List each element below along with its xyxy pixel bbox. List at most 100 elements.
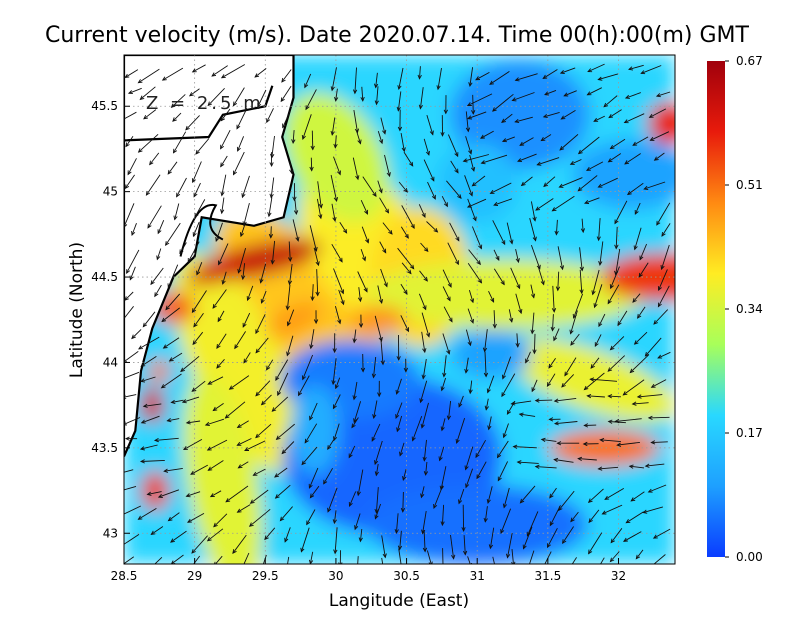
velocity-arrow xyxy=(274,467,288,478)
velocity-arrow xyxy=(179,242,187,255)
velocity-arrow xyxy=(505,533,513,559)
velocity-arrow xyxy=(553,421,578,426)
velocity-arrow xyxy=(374,503,382,520)
velocity-arrow xyxy=(639,243,648,261)
x-tick-label: 29 xyxy=(187,569,202,583)
velocity-arrow xyxy=(493,249,500,261)
velocity-arrow xyxy=(331,203,337,223)
y-tick-label: 45.5 xyxy=(91,99,118,113)
velocity-arrow xyxy=(192,331,204,346)
velocity-arrow xyxy=(593,284,603,309)
velocity-arrow xyxy=(577,136,600,155)
velocity-arrow xyxy=(636,394,663,399)
velocity-arrow xyxy=(546,373,556,387)
velocity-arrow xyxy=(358,314,364,329)
velocity-arrow xyxy=(462,154,490,163)
velocity-arrow xyxy=(139,459,165,464)
velocity-arrow xyxy=(124,371,140,379)
velocity-arrow xyxy=(554,219,559,236)
velocity-arrow xyxy=(586,87,602,96)
x-tick-label: 29.5 xyxy=(252,569,279,583)
velocity-arrow xyxy=(496,440,509,459)
velocity-arrow xyxy=(374,487,379,514)
velocity-arrow xyxy=(260,290,267,304)
speed-region xyxy=(365,259,646,330)
velocity-arrow xyxy=(139,444,158,451)
velocity-arrow xyxy=(657,285,670,308)
velocity-arrow xyxy=(537,266,545,286)
velocity-arrow xyxy=(241,263,246,281)
velocity-arrow xyxy=(220,174,227,197)
velocity-arrow xyxy=(469,154,476,172)
velocity-arrow xyxy=(544,551,552,564)
velocity-arrow xyxy=(281,69,292,83)
velocity-arrow xyxy=(131,223,137,236)
velocity-arrow xyxy=(195,138,210,155)
velocity-arrow xyxy=(632,293,641,303)
velocity-arrow xyxy=(348,491,357,507)
velocity-arrow xyxy=(140,376,156,383)
velocity-arrow xyxy=(622,531,642,542)
velocity-arrow xyxy=(443,306,453,323)
speed-region xyxy=(449,59,590,170)
velocity-arrow xyxy=(579,269,584,295)
x-tick-label: 31 xyxy=(470,569,485,583)
velocity-arrow xyxy=(236,108,248,130)
speed-region xyxy=(350,305,407,334)
velocity-arrow xyxy=(492,310,497,329)
velocity-arrow xyxy=(309,157,314,172)
velocity-arrow xyxy=(532,333,537,355)
velocity-arrow xyxy=(168,352,183,362)
velocity-arrow xyxy=(333,527,338,555)
velocity-arrow xyxy=(286,309,295,327)
speed-region xyxy=(183,373,263,564)
velocity-arrow xyxy=(149,152,160,166)
velocity-arrow xyxy=(542,111,560,119)
velocity-arrow xyxy=(467,308,474,324)
velocity-arrow xyxy=(354,513,361,531)
velocity-arrow xyxy=(653,152,665,161)
velocity-arrow xyxy=(585,161,604,171)
velocity-arrow xyxy=(138,336,160,350)
velocity-arrow xyxy=(191,290,207,314)
velocity-arrow xyxy=(193,313,204,328)
velocity-arrow xyxy=(598,241,604,266)
velocity-arrow xyxy=(422,530,428,553)
velocity-arrow xyxy=(271,396,289,412)
speed-region xyxy=(437,143,518,224)
velocity-arrow xyxy=(512,444,537,449)
velocity-arrow xyxy=(610,528,623,544)
velocity-arrow xyxy=(124,534,140,545)
velocity-arrow xyxy=(442,286,451,302)
velocity-arrow xyxy=(167,512,180,522)
velocity-arrow xyxy=(185,115,200,131)
velocity-arrow xyxy=(442,333,451,355)
velocity-arrow xyxy=(648,108,667,118)
velocity-arrow xyxy=(191,64,206,73)
velocity-arrow xyxy=(569,310,578,335)
velocity-arrow xyxy=(542,69,558,79)
velocity-arrow xyxy=(396,91,402,112)
y-tick-label: 43 xyxy=(103,526,118,540)
velocity-arrow xyxy=(644,463,665,468)
velocity-arrow xyxy=(482,329,488,353)
velocity-arrow xyxy=(400,283,408,295)
velocity-arrow xyxy=(520,176,533,187)
velocity-arrow xyxy=(632,136,649,146)
velocity-arrow xyxy=(254,68,267,78)
velocity-arrow xyxy=(316,198,323,220)
velocity-arrow xyxy=(207,460,224,471)
velocity-arrow xyxy=(422,439,427,462)
velocity-arrow xyxy=(442,269,452,288)
velocity-arrow xyxy=(580,218,586,234)
velocity-arrow xyxy=(255,314,266,335)
velocity-arrow xyxy=(467,198,477,222)
velocity-arrow xyxy=(519,137,534,146)
velocity-arrow xyxy=(631,401,649,406)
velocity-arrow xyxy=(497,461,509,482)
velocity-arrow xyxy=(634,202,641,215)
velocity-arrow xyxy=(563,90,577,97)
velocity-arrow xyxy=(484,398,489,411)
velocity-arrow xyxy=(339,222,348,234)
velocity-arrow xyxy=(560,110,576,120)
